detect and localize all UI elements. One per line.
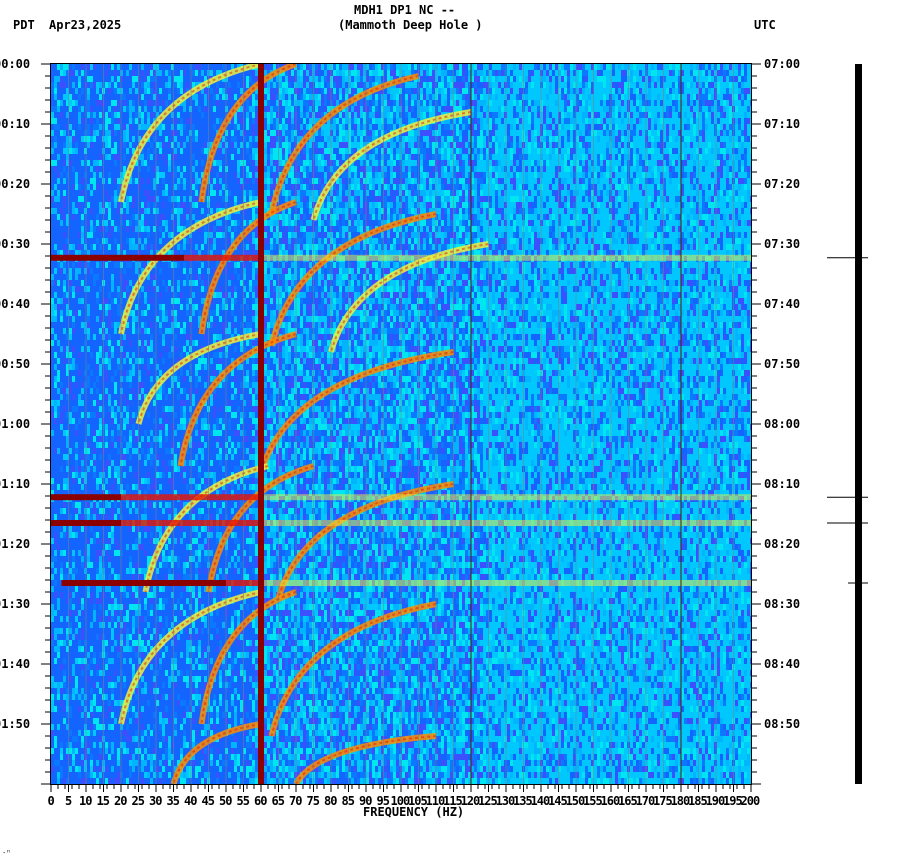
x-tick: 60 — [254, 794, 266, 808]
x-tick: 150 — [566, 794, 585, 808]
spectrogram-plot — [51, 64, 751, 784]
x-tick: 5 — [65, 794, 71, 808]
x-tick: 125 — [478, 794, 497, 808]
x-tick: 55 — [237, 794, 249, 808]
x-tick: 140 — [531, 794, 550, 808]
x-tick: 20 — [114, 794, 126, 808]
y-tick-left: 00:40 — [0, 297, 30, 311]
x-tick: 70 — [289, 794, 301, 808]
x-tick: 175 — [653, 794, 672, 808]
x-tick: 50 — [219, 794, 231, 808]
x-tick: 155 — [583, 794, 602, 808]
y-tick-right: 08:20 — [764, 537, 800, 551]
y-tick-right: 08:00 — [764, 417, 800, 431]
x-tick: 30 — [149, 794, 161, 808]
x-tick: 190 — [706, 794, 725, 808]
x-tick: 80 — [324, 794, 336, 808]
y-tick-right: 07:10 — [764, 117, 800, 131]
x-tick: 180 — [671, 794, 690, 808]
y-tick-left: 00:00 — [0, 57, 30, 71]
y-tick-left: 01:00 — [0, 417, 30, 431]
x-tick: 35 — [167, 794, 179, 808]
spectrogram-image — [51, 64, 751, 784]
x-tick: 75 — [307, 794, 319, 808]
y-tick-right: 08:40 — [764, 657, 800, 671]
y-tick-right: 08:50 — [764, 717, 800, 731]
station-title: MDH1 DP1 NC -- — [354, 4, 455, 17]
y-tick-left: 00:20 — [0, 177, 30, 191]
y-tick-right: 07:00 — [764, 57, 800, 71]
y-tick-left: 01:10 — [0, 477, 30, 491]
x-tick: 25 — [132, 794, 144, 808]
x-tick: 195 — [723, 794, 742, 808]
x-tick: 165 — [618, 794, 637, 808]
y-tick-right: 08:10 — [764, 477, 800, 491]
x-tick: 145 — [548, 794, 567, 808]
y-tick-left: 01:50 — [0, 717, 30, 731]
trace-strip — [855, 64, 862, 784]
y-tick-right: 07:50 — [764, 357, 800, 371]
x-tick: 45 — [202, 794, 214, 808]
x-axis-title: FREQUENCY (HZ) — [363, 806, 464, 819]
x-tick: 130 — [496, 794, 515, 808]
y-tick-left: 01:30 — [0, 597, 30, 611]
x-tick: 160 — [601, 794, 620, 808]
left-timezone-label: PDT — [13, 19, 35, 32]
corner-mark: ·ᴴ — [2, 849, 10, 857]
y-tick-right: 08:30 — [764, 597, 800, 611]
y-tick-right: 07:20 — [764, 177, 800, 191]
x-tick: 65 — [272, 794, 284, 808]
right-timezone-label: UTC — [754, 19, 776, 32]
x-tick: 200 — [741, 794, 760, 808]
x-tick: 85 — [342, 794, 354, 808]
x-tick: 170 — [636, 794, 655, 808]
y-tick-left: 00:30 — [0, 237, 30, 251]
y-tick-left: 00:50 — [0, 357, 30, 371]
station-subtitle: (Mammoth Deep Hole ) — [338, 19, 483, 32]
x-tick: 185 — [688, 794, 707, 808]
x-tick: 40 — [184, 794, 196, 808]
x-tick: 135 — [513, 794, 532, 808]
date-label: Apr23,2025 — [49, 19, 121, 32]
x-tick: 0 — [48, 794, 54, 808]
x-tick: 10 — [79, 794, 91, 808]
x-tick: 15 — [97, 794, 109, 808]
y-tick-left: 01:40 — [0, 657, 30, 671]
y-tick-left: 01:20 — [0, 537, 30, 551]
y-tick-left: 00:10 — [0, 117, 30, 131]
y-tick-right: 07:30 — [764, 237, 800, 251]
y-tick-right: 07:40 — [764, 297, 800, 311]
